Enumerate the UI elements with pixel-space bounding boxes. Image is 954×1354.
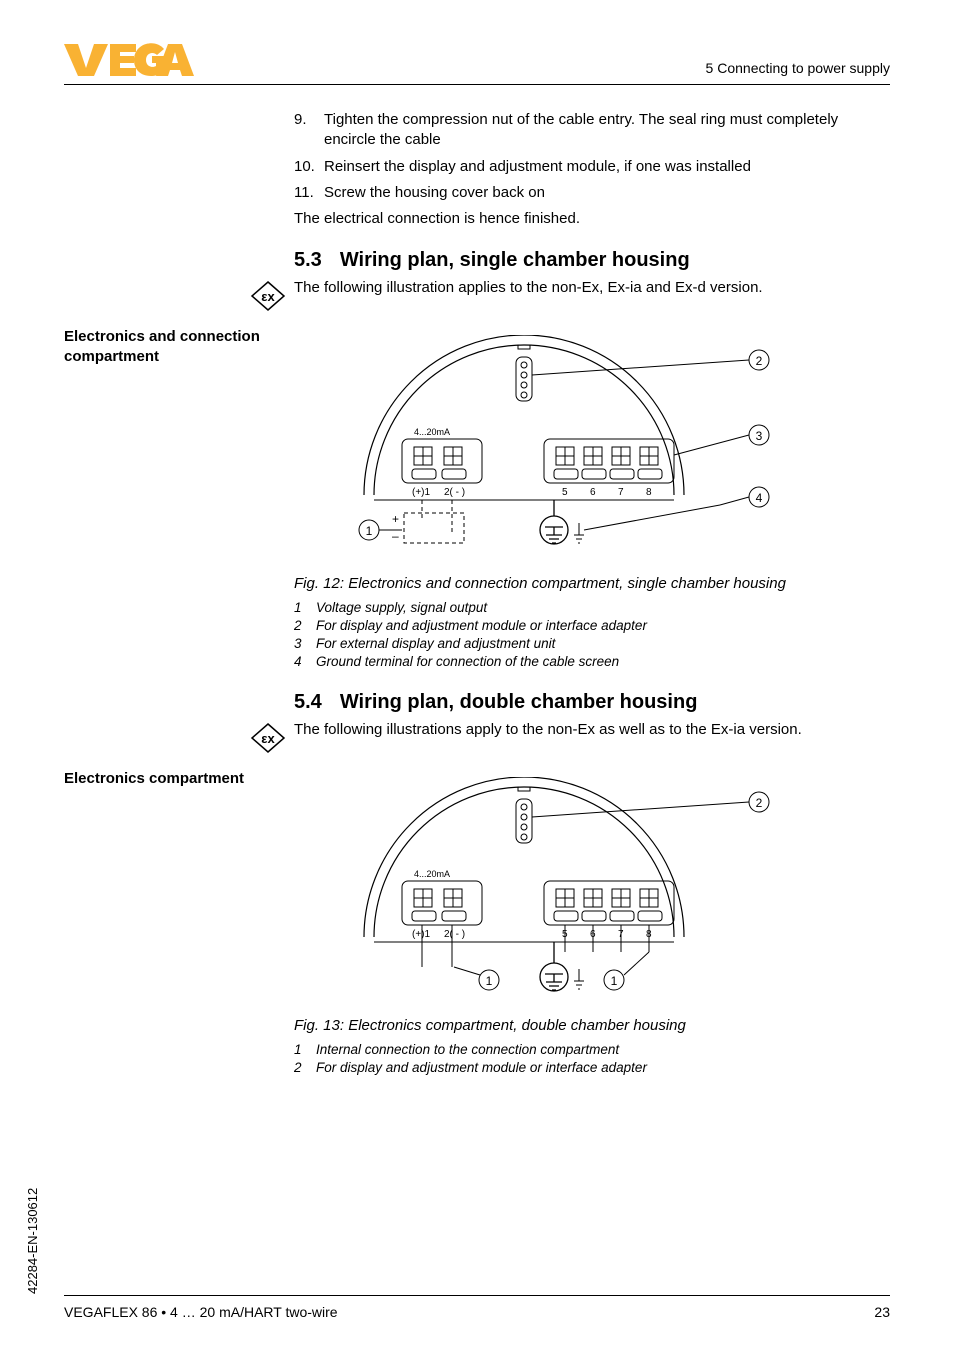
svg-text:7: 7: [618, 487, 624, 498]
svg-text:3: 3: [756, 429, 763, 443]
svg-text:4: 4: [756, 491, 763, 505]
list-item: 10.Reinsert the display and adjustment m…: [294, 157, 890, 177]
svg-text:5: 5: [562, 487, 568, 498]
section-intro-5-3: The following illustration applies to th…: [294, 278, 763, 298]
figure-12-diagram: 4...20mA: [294, 335, 814, 570]
figure-13-caption: Fig. 13: Electronics compartment, double…: [294, 1016, 890, 1036]
section-heading-5-4: 5.4Wiring plan, double chamber housing: [294, 691, 890, 714]
svg-text:6: 6: [590, 487, 596, 498]
ex-icon: εx: [250, 280, 286, 317]
closing-text: The electrical connection is hence finis…: [294, 209, 890, 229]
svg-text:(+)1: (+)1: [412, 929, 431, 940]
figure-12-legend: 1Voltage supply, signal output 2For disp…: [294, 599, 890, 672]
svg-text:2: 2: [756, 796, 763, 810]
page-number: 23: [874, 1304, 890, 1320]
ex-icon: εx: [250, 722, 286, 759]
svg-text:2: 2: [756, 354, 763, 368]
svg-text:4...20mA: 4...20mA: [414, 869, 450, 879]
footer-rule: [64, 1295, 890, 1296]
svg-text:2( - ): 2( - ): [444, 929, 465, 940]
svg-text:εx: εx: [261, 731, 275, 746]
section-heading-5-3: 5.3Wiring plan, single chamber housing: [294, 249, 890, 272]
figure-13-diagram: 4...20mA: [294, 777, 814, 1012]
svg-text:4...20mA: 4...20mA: [414, 427, 450, 437]
side-caption-5-4: Electronics compartment: [64, 769, 274, 789]
svg-text:1: 1: [366, 524, 373, 538]
footer-product: VEGAFLEX 86 • 4 … 20 mA/HART two-wire: [64, 1304, 338, 1320]
svg-text:1: 1: [611, 974, 618, 988]
svg-text:εx: εx: [261, 289, 275, 304]
header-section-ref: 5 Connecting to power supply: [706, 60, 890, 76]
svg-text:1: 1: [486, 974, 493, 988]
svg-text:8: 8: [646, 487, 652, 498]
instruction-list: 9.Tighten the compression nut of the cab…: [294, 110, 890, 203]
svg-text:(+)1: (+)1: [412, 487, 431, 498]
header-rule: [64, 84, 890, 85]
figure-13-legend: 1Internal connection to the connection c…: [294, 1041, 890, 1077]
svg-text:+: +: [392, 512, 399, 526]
figure-12-caption: Fig. 12: Electronics and connection comp…: [294, 574, 890, 594]
list-item: 11.Screw the housing cover back on: [294, 183, 890, 203]
doc-id: 42284-EN-130612: [25, 1188, 40, 1294]
list-item: 9.Tighten the compression nut of the cab…: [294, 110, 890, 151]
svg-text:2( - ): 2( - ): [444, 487, 465, 498]
svg-text:–: –: [392, 529, 399, 543]
side-caption-5-3: Electronics and connection compartment: [64, 327, 274, 366]
vega-logo: [64, 42, 194, 83]
section-intro-5-4: The following illustrations apply to the…: [294, 720, 802, 740]
